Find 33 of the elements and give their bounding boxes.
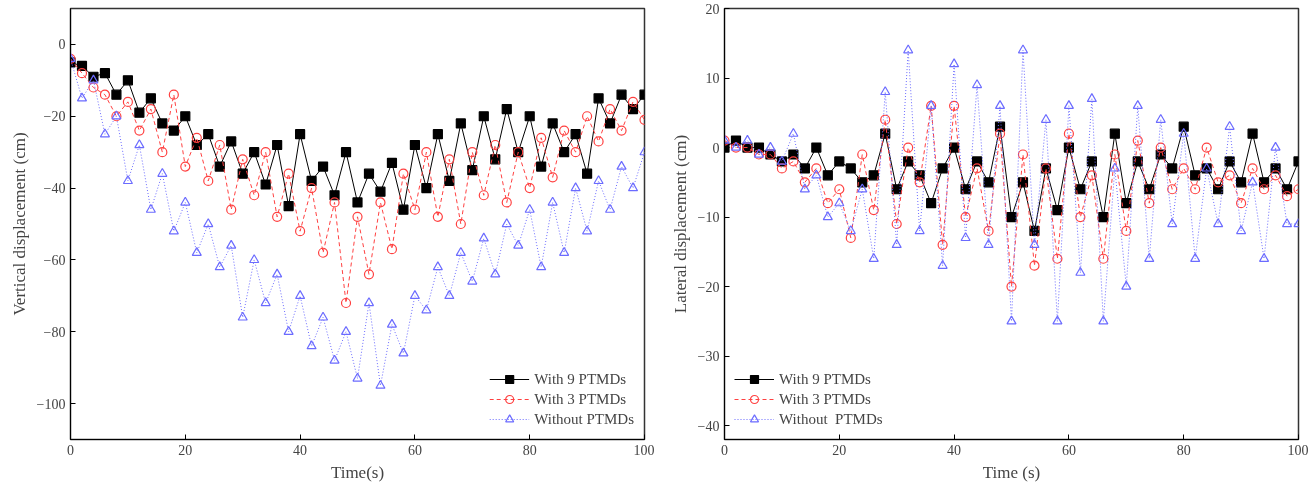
x-axis-title: Time (s) [982,462,1041,482]
x-tick-label: 80 [522,442,537,458]
y-tick-label: −40 [697,418,720,434]
x-tick-label: 60 [407,442,422,458]
legend-label: With 3 PTMDs [534,390,627,408]
x-tick-label: 80 [1176,442,1191,458]
y-tick-label: −100 [36,396,66,412]
y-axis-title: Lateral displacement (cm) [670,134,690,314]
y-tick-label: −40 [43,181,66,197]
y-tick-label: 0 [58,37,66,53]
x-tick-label: 20 [832,442,847,458]
x-tick-label: 60 [1061,442,1076,458]
y-tick-label: −10 [697,210,720,226]
y-tick-label: −20 [43,109,66,125]
x-tick-label: 40 [293,442,308,458]
x-axis-title: Time(s) [330,462,385,482]
x-tick-label: 100 [633,442,655,458]
legend-label: Without PTMDs [779,410,883,428]
x-tick-label: 20 [178,442,193,458]
legend-label: With 9 PTMDs [534,370,627,388]
y-tick-label: −30 [697,349,720,365]
y-tick-label: −80 [43,324,66,340]
x-tick-label: 40 [947,442,962,458]
y-tick-label: 10 [705,71,720,87]
legend-label: With 3 PTMDs [779,390,871,408]
y-axis-title: Vertical displacement (cm) [9,132,29,316]
x-tick-label: 100 [1287,442,1309,458]
y-tick-label: −60 [43,252,66,268]
legend-label: Without PTMDs [534,410,634,428]
legend-label: With 9 PTMDs [779,370,871,388]
y-tick-label: −20 [697,279,720,295]
y-tick-label: 0 [712,140,720,156]
y-tick-label: 20 [705,1,720,17]
